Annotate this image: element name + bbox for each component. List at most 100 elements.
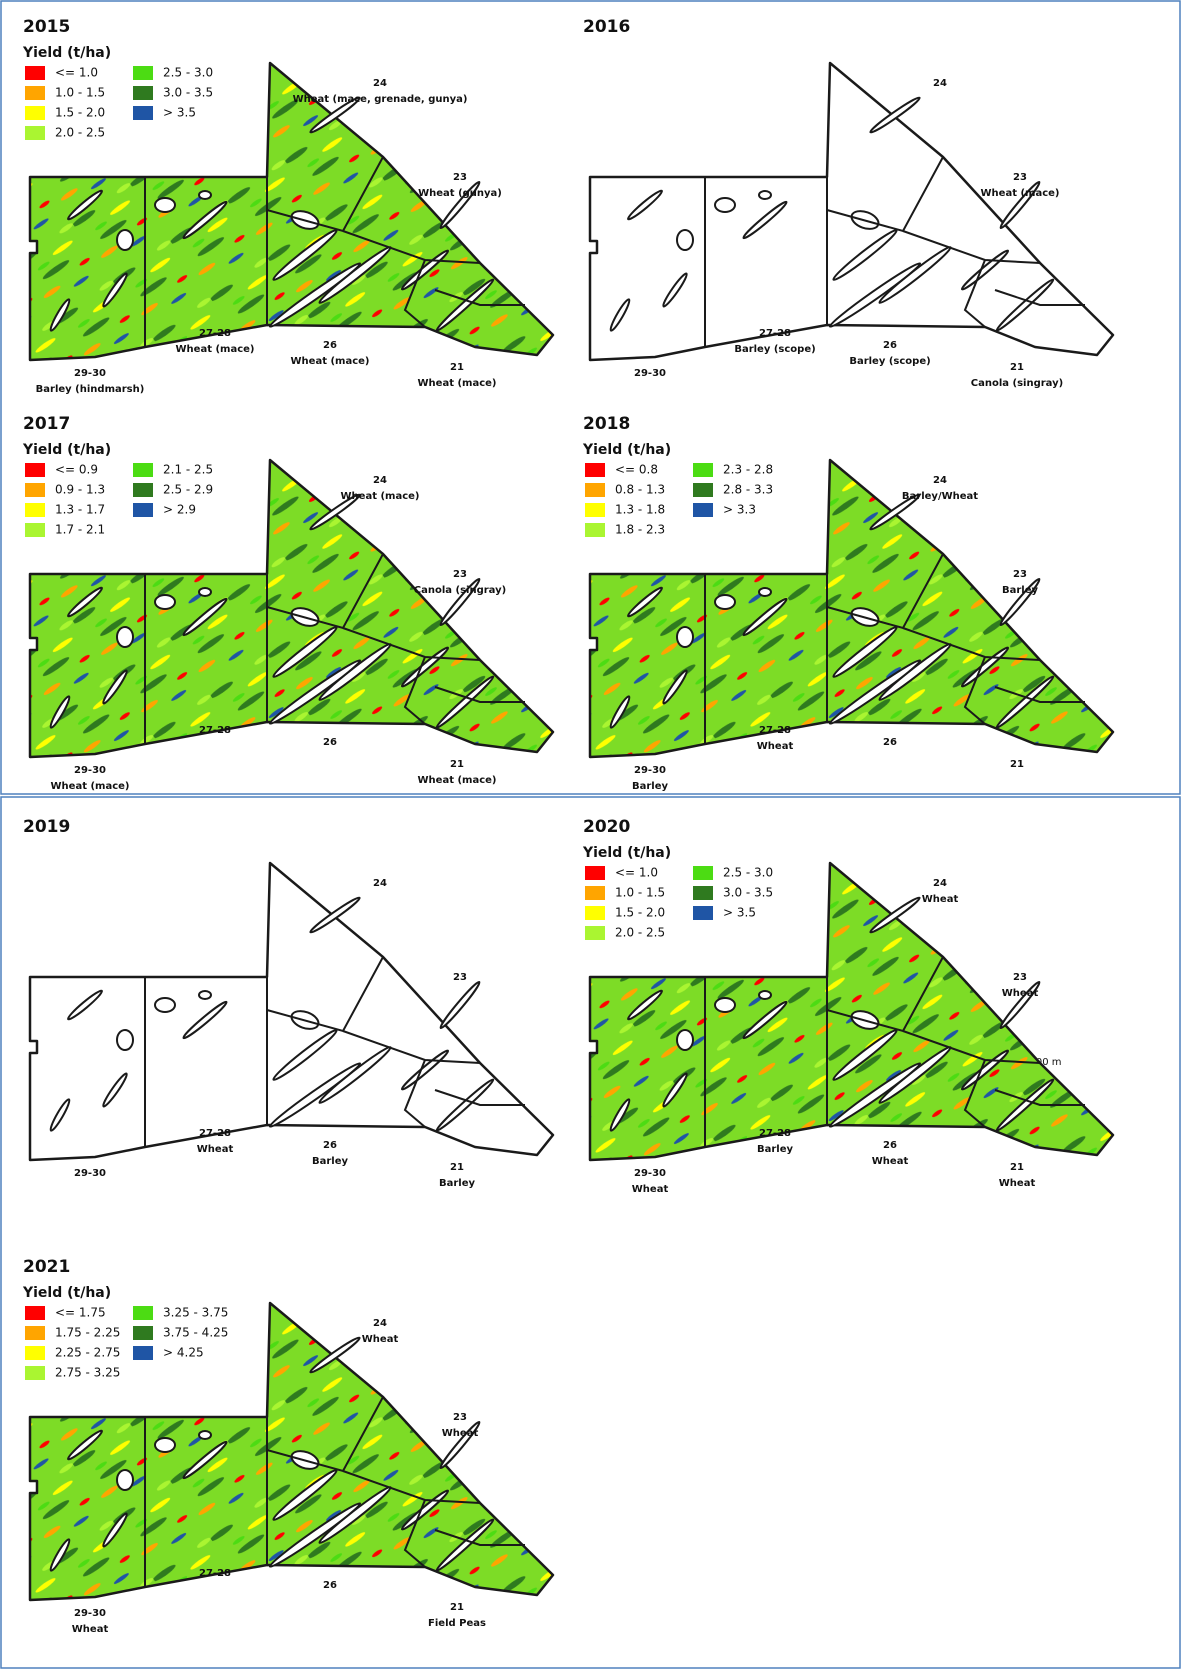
map-panel: 2015Yield (t/ha)<= 1.01.0 - 1.51.5 - 2.0… xyxy=(22,17,553,395)
paddock-id: 26 xyxy=(883,1140,897,1151)
field-hole xyxy=(759,191,771,199)
field-hole xyxy=(155,198,175,212)
field-hole xyxy=(117,1470,133,1490)
legend-swatch xyxy=(25,106,45,120)
paddock-crop: Wheat xyxy=(872,1156,909,1167)
legend-title: Yield (t/ha) xyxy=(22,45,111,61)
paddock-crop: Barley xyxy=(632,781,669,792)
legend-label: 2.0 - 2.5 xyxy=(615,926,665,940)
legend-swatch xyxy=(693,503,713,517)
legend-label: > 2.9 xyxy=(163,503,196,517)
paddock-id: 24 xyxy=(933,475,947,486)
legend-swatch xyxy=(133,483,153,497)
legend-title: Yield (t/ha) xyxy=(22,442,111,458)
paddock-crop: Wheat (gunya) xyxy=(418,188,502,199)
legend-label: 3.75 - 4.25 xyxy=(163,1326,228,1340)
paddock-id: 24 xyxy=(373,878,387,889)
legend-swatch xyxy=(25,86,45,100)
paddock-crop: Barley (scope) xyxy=(734,344,815,355)
legend-swatch xyxy=(585,906,605,920)
paddock-id: 23 xyxy=(453,972,467,983)
paddock-id: 29-30 xyxy=(74,368,106,379)
field-hole xyxy=(677,627,693,647)
paddock-id: 23 xyxy=(1013,172,1027,183)
paddock-id: 26 xyxy=(323,1580,337,1591)
field-hole xyxy=(199,588,211,596)
field-hole xyxy=(155,1438,175,1452)
panel-year: 2018 xyxy=(583,414,630,434)
field-hole xyxy=(199,191,211,199)
legend-swatch xyxy=(133,1326,153,1340)
field-hole xyxy=(715,998,735,1012)
legend-label: 3.25 - 3.75 xyxy=(163,1306,228,1320)
legend-swatch xyxy=(25,463,45,477)
figure: N 05001,000 m 2015Yield (t/ha)<= 1.01.0 … xyxy=(0,0,1181,1670)
paddock-id: 24 xyxy=(373,78,387,89)
legend-label: 1.5 - 2.0 xyxy=(55,106,105,120)
legend-swatch xyxy=(585,866,605,880)
legend-swatch xyxy=(693,866,713,880)
legend-label: 1.8 - 2.3 xyxy=(615,523,665,537)
paddock-crop: Barley xyxy=(757,1144,794,1155)
panel-year: 2021 xyxy=(23,1257,70,1277)
field-hole xyxy=(677,1030,693,1050)
legend-swatch xyxy=(585,523,605,537)
paddock-id: 27-28 xyxy=(759,1128,791,1139)
field-hole xyxy=(715,595,735,609)
panel-year: 2020 xyxy=(583,817,630,837)
field-hole xyxy=(117,230,133,250)
paddock-crop: Wheat xyxy=(1002,988,1039,999)
paddock-id: 23 xyxy=(1013,569,1027,580)
legend-label: 1.5 - 2.0 xyxy=(615,906,665,920)
paddock-crop: Wheat (mace, grenade, gunya) xyxy=(293,94,468,105)
paddock-crop: Canola (singray) xyxy=(971,378,1063,389)
map-panel: 2018Yield (t/ha)<= 0.80.8 - 1.31.3 - 1.8… xyxy=(582,414,1113,792)
paddock-crop: Wheat xyxy=(922,894,959,905)
paddock-crop: Wheat xyxy=(632,1184,669,1195)
paddock-id: 27-28 xyxy=(199,1568,231,1579)
legend-swatch xyxy=(133,1306,153,1320)
legend-swatch xyxy=(25,1346,45,1360)
paddock-crop: Wheat xyxy=(197,1144,234,1155)
legend-label: 3.0 - 3.5 xyxy=(723,886,773,900)
legend-label: 0.8 - 1.3 xyxy=(615,483,665,497)
legend-swatch xyxy=(25,1306,45,1320)
legend-swatch xyxy=(585,463,605,477)
paddock-id: 21 xyxy=(1010,759,1024,770)
legend-swatch xyxy=(25,1326,45,1340)
paddock-crop: Canola (singray) xyxy=(414,585,506,596)
paddock-id: 29-30 xyxy=(634,765,666,776)
legend-swatch xyxy=(133,1346,153,1360)
paddock-crop: Wheat (mace) xyxy=(291,356,370,367)
legend-swatch xyxy=(585,886,605,900)
legend-swatch xyxy=(25,126,45,140)
paddock-crop: Wheat (mace) xyxy=(51,781,130,792)
paddock-crop: Barley/Wheat xyxy=(902,491,978,502)
paddock-crop: Wheat xyxy=(757,741,794,752)
legend-label: 2.3 - 2.8 xyxy=(723,463,773,477)
legend-label: 2.75 - 3.25 xyxy=(55,1366,120,1380)
paddock-crop: Barley (scope) xyxy=(849,356,930,367)
paddock-id: 21 xyxy=(450,362,464,373)
field-hole xyxy=(677,230,693,250)
legend-swatch xyxy=(133,463,153,477)
legend-label: 1.7 - 2.1 xyxy=(55,523,105,537)
legend-label: 2.25 - 2.75 xyxy=(55,1346,120,1360)
paddock-id: 24 xyxy=(933,78,947,89)
paddock-id: 29-30 xyxy=(74,1608,106,1619)
paddock-id: 26 xyxy=(883,340,897,351)
field-hole xyxy=(759,991,771,999)
legend-label: > 4.25 xyxy=(163,1346,204,1360)
paddock-id: 29-30 xyxy=(74,1168,106,1179)
legend-label: 2.8 - 3.3 xyxy=(723,483,773,497)
field-hole xyxy=(715,198,735,212)
paddock-id: 24 xyxy=(373,1318,387,1329)
field-hole xyxy=(155,998,175,1012)
paddock-crop: Barley xyxy=(439,1178,476,1189)
field-hole xyxy=(759,588,771,596)
panel-year: 2015 xyxy=(23,17,70,37)
paddock-id: 27-28 xyxy=(759,725,791,736)
legend-label: <= 1.0 xyxy=(55,66,98,80)
